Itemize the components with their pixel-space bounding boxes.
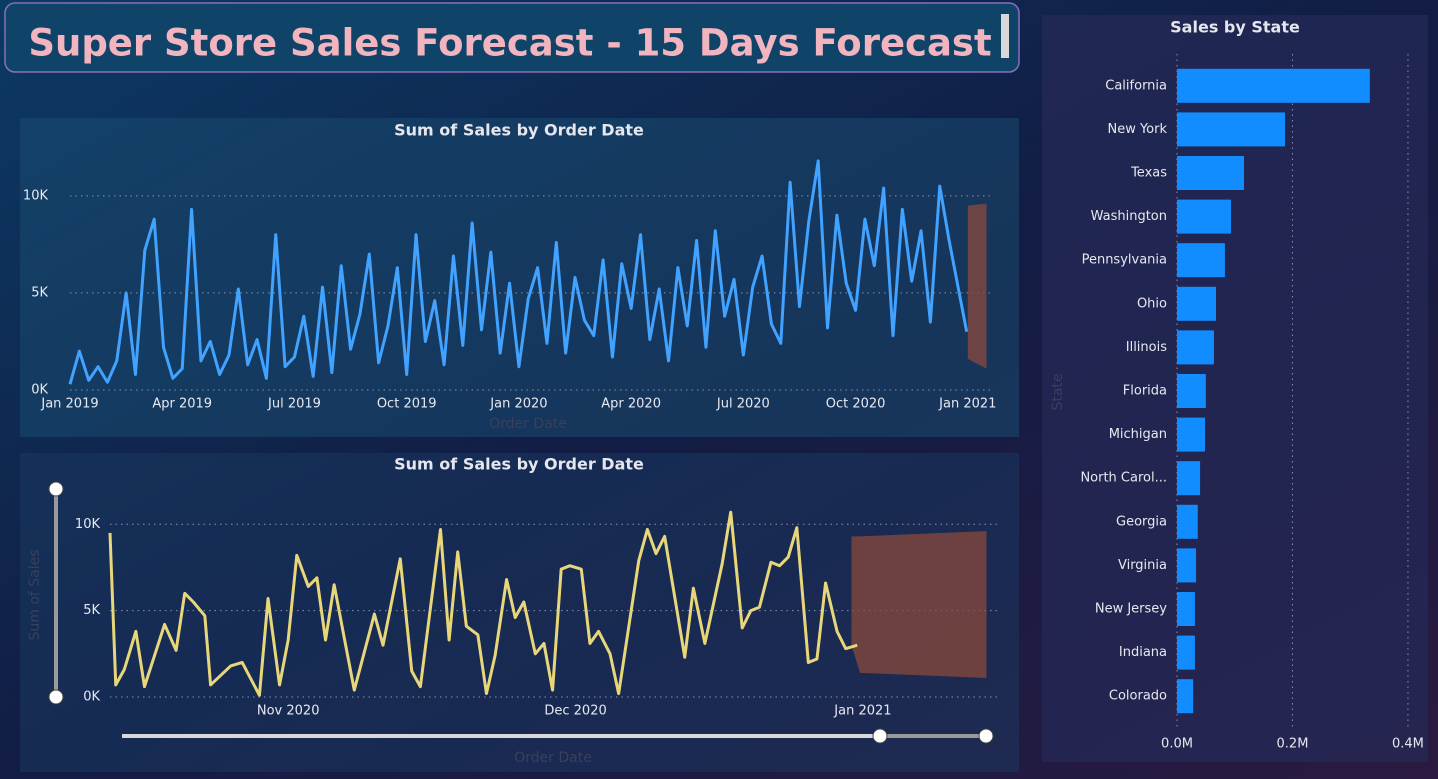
bar xyxy=(1177,373,1206,409)
x-tick-label: 0.2M xyxy=(1277,737,1309,752)
x-tick-label: Oct 2020 xyxy=(826,397,886,412)
page-title: Super Store Sales Forecast - 15 Days For… xyxy=(28,22,991,65)
y-tick-label: Indiana xyxy=(1119,645,1167,660)
y-tick-label: North Carol... xyxy=(1080,471,1167,486)
forecast-band xyxy=(851,531,987,678)
slider-handle[interactable] xyxy=(978,728,994,744)
y-tick-label: Georgia xyxy=(1116,514,1167,529)
bar xyxy=(1177,461,1201,496)
bar xyxy=(1177,504,1198,539)
bar xyxy=(1177,68,1370,103)
bar xyxy=(1177,199,1231,234)
slider-handle[interactable] xyxy=(48,689,64,705)
bar xyxy=(1177,635,1195,670)
bar xyxy=(1177,548,1197,583)
sales-line xyxy=(68,159,969,385)
y-tick-label: Michigan xyxy=(1109,427,1167,442)
x-tick-label: Jan 2021 xyxy=(938,397,996,412)
x-tick-label: Jul 2019 xyxy=(267,397,321,412)
sales-line xyxy=(108,510,858,697)
chart-title: Sum of Sales by Order Date xyxy=(394,121,644,140)
bar xyxy=(1177,243,1225,278)
x-tick-label: Jan 2021 xyxy=(833,704,891,719)
scroll-indicator xyxy=(1001,14,1009,58)
bar xyxy=(1177,417,1206,452)
bar xyxy=(1177,330,1214,365)
y-axis-title: State xyxy=(1050,373,1066,410)
chart-panel xyxy=(20,118,1019,437)
x-tick-label: Oct 2019 xyxy=(377,397,437,412)
slider-handle[interactable] xyxy=(48,481,64,497)
horizontal-slider[interactable] xyxy=(122,728,994,744)
y-tick-label: Virginia xyxy=(1118,558,1167,573)
y-tick-label: Ohio xyxy=(1137,296,1167,311)
y-tick-label: 0K xyxy=(31,383,48,398)
x-tick-label: Jul 2020 xyxy=(716,397,770,412)
bar xyxy=(1177,679,1194,714)
x-tick-label: Nov 2020 xyxy=(257,704,320,719)
y-tick-label: 0K xyxy=(83,690,100,705)
vertical-slider[interactable] xyxy=(48,481,64,705)
y-tick-label: 5K xyxy=(31,285,48,300)
y-tick-label: Colorado xyxy=(1109,689,1167,704)
y-tick-label: 10K xyxy=(23,188,49,203)
x-axis-title: Order Date xyxy=(489,416,567,432)
x-tick-label: Jan 2019 xyxy=(40,397,98,412)
x-axis-title: Order Date xyxy=(514,750,592,766)
x-tick-label: Dec 2020 xyxy=(544,704,606,719)
x-tick-label: Jan 2020 xyxy=(489,397,547,412)
y-tick-label: California xyxy=(1105,78,1167,93)
y-tick-label: Pennsylvania xyxy=(1082,253,1167,268)
bar xyxy=(1177,155,1244,191)
header-box xyxy=(4,2,1020,73)
bar xyxy=(1177,286,1216,321)
chart-title: Sum of Sales by Order Date xyxy=(394,455,644,474)
y-tick-label: Illinois xyxy=(1126,340,1167,355)
chart-title: Sales by State xyxy=(1170,18,1300,37)
y-tick-label: 10K xyxy=(75,517,101,532)
y-tick-label: Florida xyxy=(1123,384,1167,399)
x-tick-label: 0.4M xyxy=(1392,737,1424,752)
x-tick-label: Apr 2019 xyxy=(152,397,212,412)
y-tick-label: New Jersey xyxy=(1095,602,1167,617)
y-axis-title: Sum of Sales xyxy=(27,549,43,640)
y-tick-label: Washington xyxy=(1091,209,1167,224)
x-tick-label: 0.0M xyxy=(1161,737,1193,752)
bar xyxy=(1177,591,1195,627)
forecast-band xyxy=(967,203,987,369)
x-tick-label: Apr 2020 xyxy=(601,397,661,412)
y-tick-label: New York xyxy=(1107,122,1167,137)
y-tick-label: Texas xyxy=(1130,166,1167,181)
slider-handle[interactable] xyxy=(872,728,888,744)
y-tick-label: 5K xyxy=(83,603,100,618)
bar xyxy=(1177,112,1285,147)
